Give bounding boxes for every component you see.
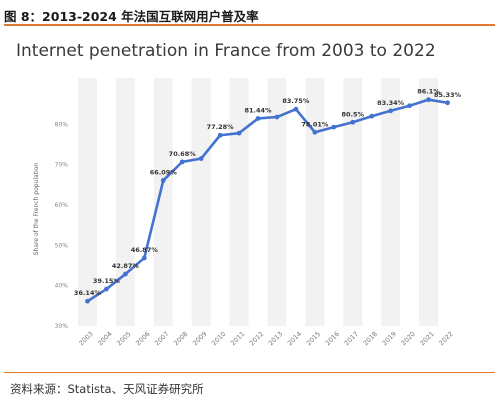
y-axis-label: Share of the French population — [33, 163, 40, 256]
chart-container: Internet penetration in France from 2003… — [10, 36, 466, 362]
x-tick-label: 2019 — [381, 330, 398, 347]
data-point — [407, 103, 413, 109]
y-tick-label: 40% — [55, 283, 69, 290]
x-axis-ticks: 2003 2004 2005 2006 2007 2008 2009 2010 2011 2012… — [77, 330, 454, 347]
x-tick-label: 2005 — [115, 330, 132, 347]
y-tick-label: 50% — [55, 242, 69, 249]
x-tick-label: 2009 — [191, 330, 208, 347]
x-tick-label: 2004 — [96, 330, 113, 347]
data-point — [160, 177, 166, 183]
y-axis-ticks: 30% 40% 50% 60% 70% 80% — [55, 121, 69, 330]
grid-bands — [78, 78, 439, 326]
data-label: 42.87% — [112, 262, 140, 270]
x-tick-label: 2018 — [362, 330, 379, 347]
data-label: 83.34% — [377, 99, 405, 107]
data-point — [217, 132, 223, 138]
grid-band — [267, 78, 287, 326]
grid-band — [419, 78, 439, 326]
data-point — [104, 286, 109, 292]
x-tick-label: 2014 — [286, 330, 303, 347]
data-label: 85.33% — [434, 91, 462, 99]
data-point — [388, 108, 394, 114]
y-tick-label: 70% — [55, 162, 69, 169]
grid-band — [78, 78, 97, 326]
data-label: 86.1% — [417, 88, 440, 96]
x-tick-label: 2010 — [210, 330, 227, 347]
figure-title: 图 8：2013-2024 年法国互联网用户普及率 — [4, 9, 259, 24]
x-tick-label: 2011 — [229, 330, 246, 347]
data-point — [274, 114, 280, 120]
data-point — [331, 124, 337, 130]
x-tick-label: 2007 — [153, 330, 170, 347]
x-tick-label: 2015 — [305, 330, 322, 347]
x-tick-label: 2003 — [77, 330, 94, 347]
grid-band — [305, 78, 325, 326]
chart-title: Internet penetration in France from 2003… — [16, 41, 436, 61]
series-line-group — [85, 97, 450, 304]
line-chart: Internet penetration in France from 2003… — [16, 41, 462, 347]
data-point — [198, 156, 204, 161]
grid-band — [153, 78, 173, 326]
data-point — [350, 119, 356, 125]
grid-band — [343, 78, 363, 326]
data-label: 66.09% — [150, 168, 178, 176]
x-tick-label: 2013 — [267, 330, 284, 347]
data-point — [293, 106, 299, 112]
data-point — [179, 159, 185, 165]
data-label: 70.68% — [169, 150, 197, 158]
x-tick-label: 2008 — [172, 330, 189, 347]
data-point — [141, 255, 147, 261]
y-tick-label: 60% — [55, 202, 69, 209]
grid-band — [115, 78, 135, 326]
grid-band — [381, 78, 401, 326]
data-point — [445, 100, 450, 106]
data-label: 81.44% — [244, 106, 272, 114]
y-tick-label: 30% — [55, 323, 69, 330]
data-point — [255, 116, 261, 121]
data-label: 83.75% — [282, 97, 310, 105]
x-tick-label: 2017 — [343, 330, 360, 347]
grid-band — [191, 78, 211, 326]
data-label: 78.01% — [301, 120, 329, 128]
x-tick-label: 2012 — [248, 330, 265, 347]
footer-divider — [4, 372, 495, 373]
data-label: 80.5% — [341, 110, 364, 118]
data-point — [426, 97, 431, 103]
data-label: 77.28% — [207, 123, 235, 131]
x-tick-label: 2022 — [437, 330, 454, 347]
x-tick-label: 2016 — [324, 330, 341, 347]
data-point — [236, 130, 242, 136]
data-labels: 36.14% 39.15% 42.87% 46.87% 66.09% 70.68% 77.2… — [74, 88, 462, 298]
data-point — [85, 298, 90, 304]
header-divider — [4, 24, 495, 26]
data-point — [369, 113, 375, 119]
x-tick-label: 2006 — [134, 330, 151, 347]
data-label: 46.87% — [131, 246, 159, 254]
figure-header: 图 8：2013-2024 年法国互联网用户普及率 — [4, 3, 495, 25]
data-label: 39.15% — [93, 277, 121, 285]
series-line — [86, 98, 449, 303]
x-tick-label: 2020 — [400, 330, 417, 347]
data-point — [312, 129, 318, 135]
data-label: 36.14% — [74, 289, 102, 297]
data-point — [122, 271, 128, 277]
grid-band — [229, 78, 249, 326]
source-note: 资料来源：Statista、天风证券研究所 — [10, 382, 204, 396]
y-tick-label: 80% — [55, 121, 69, 128]
x-tick-label: 2021 — [418, 330, 435, 347]
